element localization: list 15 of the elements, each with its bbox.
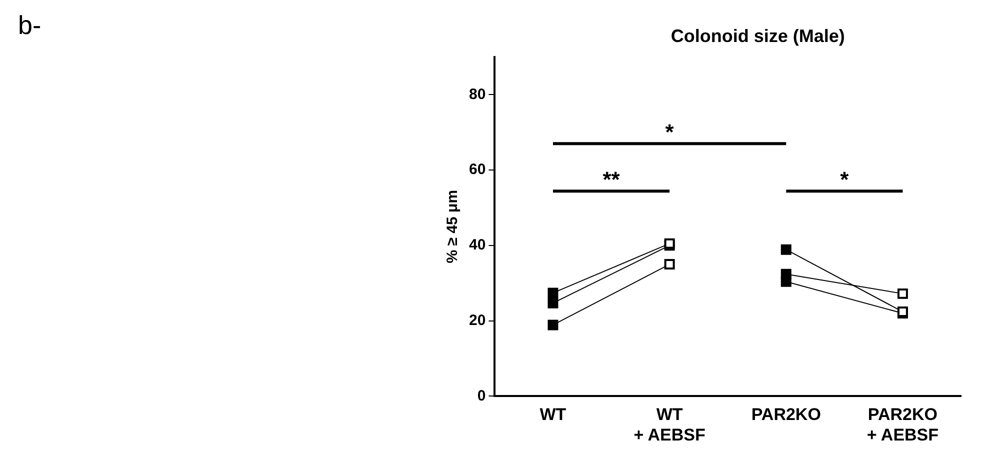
annotation: * <box>840 167 850 192</box>
x-tick-label: PAR2KO + AEBSF <box>866 405 939 444</box>
x-tick-label: PAR2KO <box>751 405 821 424</box>
y-tick-label: 60 <box>468 161 486 178</box>
annotation: * <box>665 120 674 145</box>
y-axis-title: % ≥ 45 μm <box>444 190 462 264</box>
chart-title: Colonoid size (Male) <box>670 26 845 46</box>
y-tick-label: 20 <box>468 312 486 329</box>
text: b- <box>18 10 42 41</box>
annotation: ** <box>602 167 620 192</box>
y-tick-label: 80 <box>468 86 486 103</box>
y-tick-label: 40 <box>468 236 486 254</box>
x-tick-label: WT <box>540 405 567 424</box>
x-tick-label: WT + AEBSF <box>634 405 706 444</box>
y-tick-label: 0 <box>477 387 486 404</box>
